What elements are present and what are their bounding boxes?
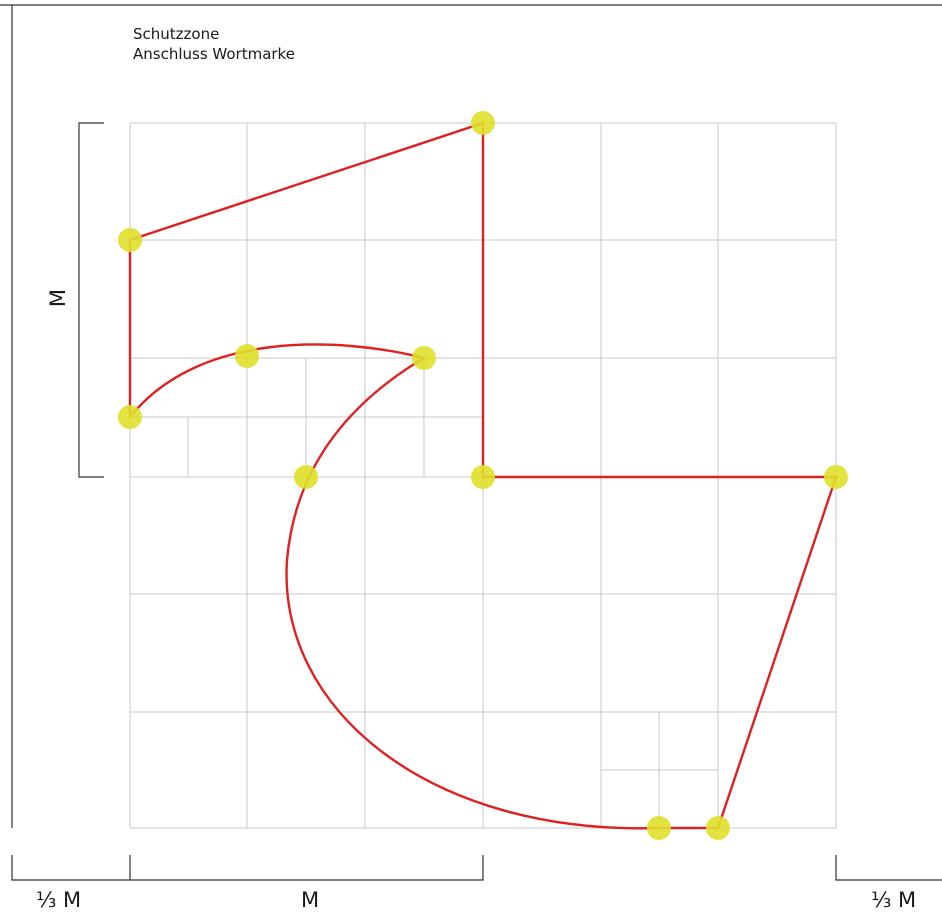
bottom-dimension-third-left — [11, 855, 130, 881]
anchor-point — [471, 111, 495, 135]
anchor-point — [706, 816, 730, 840]
bottom-dimension-third-right — [835, 855, 942, 881]
anchor-point — [118, 228, 142, 252]
dimension-label-third-right: ⅓ M — [871, 888, 917, 912]
anchor-point — [118, 405, 142, 429]
anchor-point — [824, 465, 848, 489]
caption-subtitle: Anschluss Wortmarke — [133, 45, 295, 63]
anchor-point — [471, 465, 495, 489]
dimension-label-bottom-m: M — [301, 888, 320, 912]
dimension-label-vertical-m: M — [46, 288, 70, 308]
anchor-point — [294, 465, 318, 489]
anchor-points — [118, 111, 848, 840]
anchor-point — [235, 344, 259, 368]
protection-zone-frame — [0, 4, 942, 881]
dimension-label-third-left: ⅓ M — [36, 888, 82, 912]
anchor-point — [412, 346, 436, 370]
anchor-point — [647, 816, 671, 840]
bottom-dimension-m — [129, 855, 484, 881]
caption-title: Schutzzone — [133, 25, 220, 43]
vertical-dimension-bracket — [78, 122, 104, 478]
